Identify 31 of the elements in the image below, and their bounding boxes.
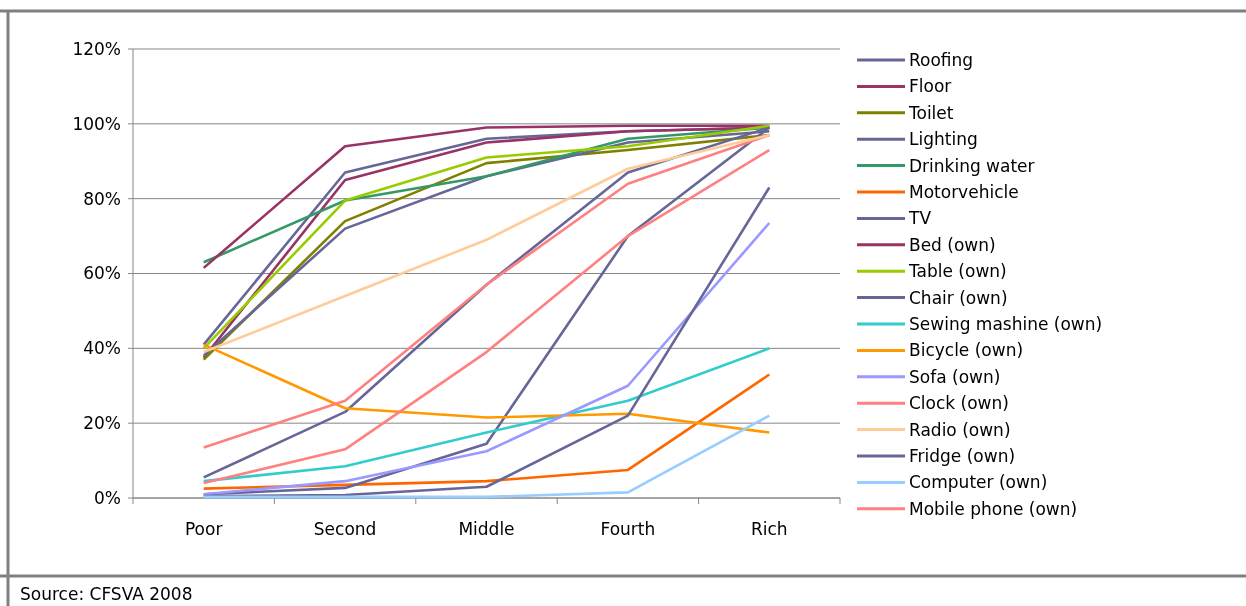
legend-label: Roofing (909, 49, 974, 70)
legend-label: Table (own) (908, 261, 1007, 282)
legend-label: Fridge (own) (909, 445, 1016, 466)
legend-label: Toilet (908, 102, 954, 123)
x-tick-label: Fourth (600, 519, 656, 539)
legend-label: TV (908, 208, 932, 229)
y-tick-label: 60% (83, 263, 121, 284)
x-tick-label: Rich (750, 519, 788, 539)
legend-label: Sofa (own) (909, 366, 1001, 387)
legend-label: Clock (own) (909, 393, 1009, 414)
y-tick-label: 80% (83, 188, 121, 209)
y-tick-label: 20% (83, 413, 121, 434)
legend-label: Radio (own) (909, 419, 1011, 440)
legend-label: Sewing mashine (own) (909, 313, 1103, 334)
legend-label: Mobile phone (own) (909, 498, 1078, 519)
legend-label: Bed (own) (909, 234, 996, 255)
y-tick-label: 120% (72, 38, 121, 59)
y-tick-label: 100% (72, 113, 121, 134)
y-tick-label: 0% (94, 487, 121, 508)
source-note: Source: CFSVA 2008 (20, 584, 193, 604)
x-tick-label: Middle (458, 519, 515, 539)
legend-label: Computer (own) (909, 472, 1048, 493)
legend-label: Chair (own) (909, 287, 1008, 308)
y-tick-label: 40% (83, 338, 121, 359)
legend-label: Drinking water (909, 155, 1035, 176)
legend-label: Floor (909, 76, 952, 97)
legend-label: Motorvehicle (909, 181, 1019, 202)
x-tick-label: Poor (184, 519, 223, 539)
x-tick-label: Second (313, 519, 377, 539)
legend-label: Bicycle (own) (909, 340, 1024, 361)
legend-label: Lighting (909, 129, 978, 150)
